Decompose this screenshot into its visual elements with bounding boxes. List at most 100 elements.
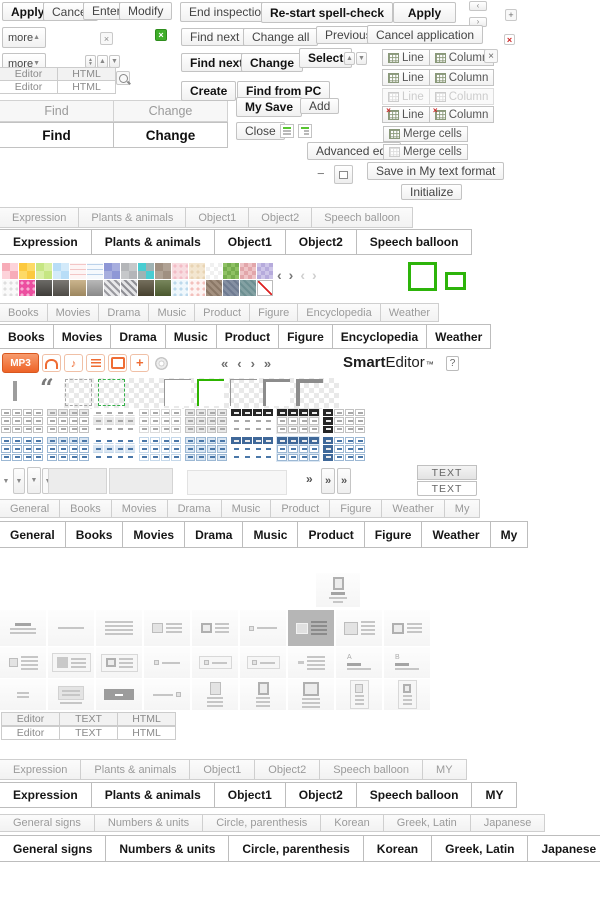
layout-thumb-portraitbox-col[interactable] (336, 679, 382, 710)
table-style-blue-dark-row-plain[interactable] (230, 436, 274, 462)
pattern-swatch-row1-8[interactable] (121, 263, 137, 279)
advanced-edit-button[interactable]: Advanced edit (307, 142, 402, 160)
tab-sticker-object1[interactable]: Object1 (213, 229, 286, 255)
tab-photo-my[interactable]: My (443, 499, 481, 518)
tab-signs-japanese[interactable]: Japanese (527, 835, 600, 862)
dropdown-preview-box-3[interactable] (187, 470, 287, 495)
align-list-left-icon[interactable] (280, 124, 294, 138)
layout-thumb-portraitbig-col[interactable] (288, 679, 334, 710)
tab-photo-movies[interactable]: Movies (110, 499, 168, 518)
tab-sticker-my-speech-balloon[interactable]: Speech balloon (319, 759, 424, 780)
pager-prev-button[interactable]: ‹ (469, 1, 487, 11)
layout-thumb-imgframebox-row[interactable] (96, 647, 142, 678)
layout-thumb-bullet-line[interactable] (240, 610, 286, 646)
apply-button-2[interactable]: Apply (393, 2, 456, 23)
tab-signs-general-signs[interactable]: General signs (0, 814, 95, 832)
pattern-swatch-row1-1[interactable] (2, 263, 18, 279)
previous-button[interactable]: Previous (316, 26, 381, 44)
mp3-button[interactable]: MP3 (2, 353, 39, 373)
next-page-icon[interactable]: › (250, 356, 255, 371)
find-next-button[interactable]: Find next (181, 28, 249, 46)
more-collapse-button[interactable]: more ▲ (2, 27, 46, 48)
tab-theme-books[interactable]: Books (0, 303, 48, 322)
tab-sticker-my-object1[interactable]: Object1 (213, 782, 286, 808)
layout-thumb-lines[interactable] (96, 610, 142, 646)
close-icon[interactable]: × (100, 32, 113, 45)
plus-button[interactable] (130, 354, 149, 372)
border-style-transparent[interactable] (131, 379, 158, 406)
last-page-icon[interactable]: » (263, 356, 272, 371)
tab-theme-books[interactable]: Books (0, 324, 54, 349)
tab-photo-music[interactable]: Music (220, 499, 272, 518)
red-close-icon[interactable]: × (504, 34, 515, 45)
search-icon[interactable] (116, 71, 130, 85)
tab-theme-drama[interactable]: Drama (98, 303, 150, 322)
layout-thumb-darkbox[interactable] (96, 679, 142, 710)
blockquote-quote-style[interactable]: “ (40, 373, 54, 402)
headphone-button[interactable] (42, 354, 61, 372)
table-style-gray-rows[interactable] (92, 408, 136, 434)
layout-thumb-imgframe-row[interactable] (192, 610, 238, 646)
tab-photo-my[interactable]: My (489, 521, 529, 548)
tab-sticker-object2[interactable]: Object2 (284, 229, 357, 255)
tab-photo-drama[interactable]: Drama (184, 521, 244, 548)
tab-signs-numbers-units[interactable]: Numbers & units (93, 814, 204, 832)
pattern-swatch-row2-14[interactable] (223, 280, 239, 296)
layout-thumb-img-row-sm[interactable] (0, 647, 46, 678)
enter-button[interactable]: Enter (83, 2, 130, 20)
pattern-swatch-row2-4[interactable] (53, 280, 69, 296)
pattern-swatch-row1-4[interactable] (53, 263, 69, 279)
tab-sticker-my-plants-animals[interactable]: Plants & animals (90, 782, 215, 808)
pattern-swatch-row2-2[interactable] (19, 280, 35, 296)
dropdown-preview-box-1[interactable] (48, 468, 107, 494)
select-button[interactable]: Select (299, 48, 353, 68)
tab-signs-korean[interactable]: Korean (362, 835, 433, 862)
my-save-button[interactable]: My Save (236, 97, 303, 117)
close-icon[interactable]: × (484, 49, 498, 63)
table-style-blue-grid-shade[interactable] (184, 436, 228, 462)
tab-sticker-my-expression[interactable]: Expression (0, 759, 82, 780)
layout-thumb-bullet-line-box[interactable] (192, 647, 238, 678)
change-button-active[interactable]: Change (241, 53, 304, 72)
modify-button[interactable]: Modify (119, 2, 173, 20)
save-my-text-format-button[interactable]: Save in My text format (367, 162, 505, 180)
pattern-swatch-row1-9[interactable] (138, 263, 154, 279)
table-style-blue-grid-light[interactable] (138, 436, 182, 462)
playlist-button[interactable] (86, 354, 105, 372)
tab-theme-movies[interactable]: Movies (52, 324, 112, 349)
page-prev-icon[interactable]: ‹ (277, 267, 282, 283)
align-list-indent-icon[interactable] (298, 124, 312, 138)
select-down-button[interactable]: ▼ (356, 52, 367, 65)
tab-theme-weather[interactable]: Weather (379, 303, 440, 322)
pattern-swatch-row2-15[interactable] (240, 280, 256, 296)
pattern-swatch-row1-6[interactable] (87, 263, 103, 279)
tab-text[interactable]: TEXT (59, 712, 118, 726)
tab-sticker-my-my[interactable]: MY (471, 782, 518, 808)
tab-theme-encyclopedia[interactable]: Encyclopedia (331, 324, 428, 349)
tab-sticker-my-my[interactable]: MY (422, 759, 467, 780)
change-all-button[interactable]: Change all (243, 28, 319, 46)
pattern-swatch-row1-10[interactable] (155, 263, 171, 279)
pattern-swatch-none[interactable] (257, 280, 273, 296)
tab-sticker-my-speech-balloon[interactable]: Speech balloon (355, 782, 473, 808)
pattern-swatch-row2-8[interactable] (121, 280, 137, 296)
text-mode-button-top[interactable]: TEXT (417, 465, 477, 480)
tab-photo-books[interactable]: Books (64, 521, 124, 548)
pattern-swatch-row2-11[interactable] (172, 280, 188, 296)
pattern-swatch-row1-12[interactable] (189, 263, 205, 279)
pattern-swatch-row2-3[interactable] (36, 280, 52, 296)
layout-thumb-graybox-lines[interactable] (48, 679, 94, 710)
tab-change[interactable]: Change (113, 122, 228, 148)
tab-theme-movies[interactable]: Movies (46, 303, 100, 322)
layout-thumb-bullet-line-sm[interactable] (144, 647, 190, 678)
dropdown-preview-box-2[interactable] (109, 468, 173, 494)
end-inspection-button[interactable]: End inspection (180, 2, 277, 22)
layout-thumb-imgbox-row[interactable] (48, 647, 94, 678)
tab-signs-circle-parenthesis[interactable]: Circle, parenthesis (202, 814, 322, 832)
layout-thumb-line-bullet-right[interactable] (144, 679, 190, 710)
tab-sticker-plants-animals[interactable]: Plants & animals (78, 207, 187, 228)
delete-line-button[interactable]: × Line (382, 106, 430, 123)
add-button[interactable]: Add (300, 98, 340, 114)
tab-photo-drama[interactable]: Drama (166, 499, 222, 518)
close-button[interactable]: Close (236, 122, 285, 140)
